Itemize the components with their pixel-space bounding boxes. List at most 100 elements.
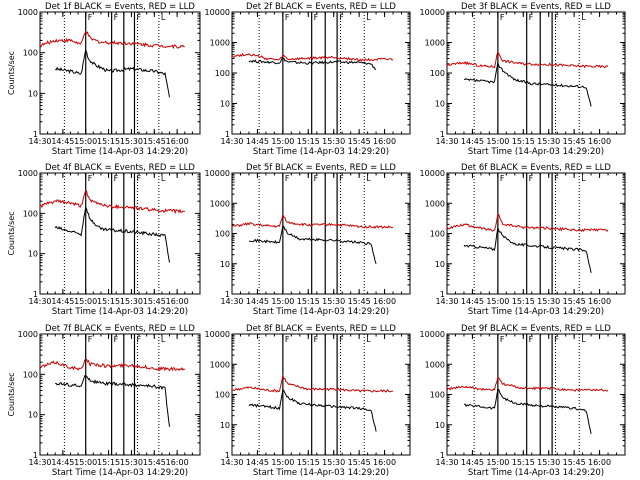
x-tick-label: 14:45 xyxy=(246,297,269,306)
x-tick-label: 15:15 xyxy=(512,297,535,306)
y-tick-label: 1 xyxy=(440,451,445,460)
y-tick-label: 10000 xyxy=(420,8,445,17)
top-marker: L xyxy=(366,13,371,22)
x-tick-label: 14:30 xyxy=(435,458,458,467)
top-marker: F xyxy=(529,13,534,22)
x-tick-label: 15:30 xyxy=(537,297,560,306)
plot-frame xyxy=(39,172,201,295)
top-marker: L xyxy=(581,335,586,344)
top-marker: L xyxy=(581,13,586,22)
top-marker: F xyxy=(88,174,93,183)
x-tick-label: 15:15 xyxy=(97,297,120,306)
x-tick-label: 14:30 xyxy=(435,137,458,146)
panel-title: Det 2f BLACK = Events, RED = LLD xyxy=(246,2,396,12)
y-tick-label: 10 xyxy=(435,421,445,430)
y-axis-label: Counts/sec xyxy=(7,51,16,95)
y-tick-label: 10 xyxy=(435,260,445,269)
x-tick-label: 14:30 xyxy=(220,137,243,146)
x-tick-label: 15:15 xyxy=(97,458,120,467)
x-axis-label: Start Time (14-Apr-03 14:29:20) xyxy=(253,307,389,317)
y-tick-label: 100 xyxy=(23,370,38,379)
y-tick-label: 1 xyxy=(33,451,38,460)
top-marker: F xyxy=(554,335,559,344)
y-tick-label: 1000 xyxy=(210,360,230,369)
x-tick-label: 15:00 xyxy=(271,297,294,306)
top-marker: F xyxy=(88,13,93,22)
series-events-line xyxy=(249,224,377,264)
top-marker: F xyxy=(339,13,344,22)
x-tick-label: 16:00 xyxy=(588,458,611,467)
x-tick-label: 15:00 xyxy=(74,458,97,467)
y-tick-label: 10 xyxy=(435,100,445,109)
x-tick-label: 15:00 xyxy=(486,297,509,306)
series-lld-line xyxy=(231,213,394,229)
x-tick-label: 14:30 xyxy=(28,297,51,306)
top-marker: F xyxy=(500,13,505,22)
x-axis-label: Start Time (14-Apr-03 14:29:20) xyxy=(468,147,604,157)
y-tick-label: 100 xyxy=(215,391,230,400)
top-marker: L xyxy=(161,174,166,183)
x-tick-label: 14:45 xyxy=(51,137,74,146)
series-lld-line xyxy=(231,373,394,393)
top-marker: F xyxy=(339,335,344,344)
y-tick-label: 1 xyxy=(440,130,445,139)
y-tick-label: 10000 xyxy=(420,330,445,339)
top-marker: F xyxy=(314,174,319,183)
y-tick-label: 100 xyxy=(430,230,445,239)
y-tick-label: 10 xyxy=(220,260,230,269)
x-tick-label: 15:30 xyxy=(120,297,143,306)
series-events-line xyxy=(463,387,592,435)
panel-title: Det 7f BLACK = Events, RED = LLD xyxy=(45,324,195,334)
x-tick-label: 16:00 xyxy=(588,297,611,306)
series-lld-line xyxy=(446,213,609,233)
panel-8: Det 8f BLACK = Events, RED = LLD 1 10 100 10… xyxy=(205,324,411,478)
y-tick-label: 10 xyxy=(28,250,38,259)
top-marker: L xyxy=(161,335,166,344)
x-tick-label: 15:15 xyxy=(512,137,535,146)
top-marker: F xyxy=(285,174,290,183)
panel-5: Det 5f BLACK = Events, RED = LLD 1 10 100 10… xyxy=(205,163,411,317)
series-lld-line xyxy=(231,52,394,62)
series-lld-line xyxy=(446,376,609,392)
x-tick-label: 15:15 xyxy=(297,297,320,306)
y-tick-label: 1000 xyxy=(425,199,445,208)
x-tick-label: 15:45 xyxy=(143,137,166,146)
x-axis-label: Start Time (14-Apr-03 14:29:20) xyxy=(253,468,389,478)
top-marker: F xyxy=(114,13,119,22)
x-tick-label: 14:45 xyxy=(461,297,484,306)
x-tick-label: 15:45 xyxy=(348,458,371,467)
x-axis-label: Start Time (14-Apr-03 14:29:20) xyxy=(52,468,188,478)
x-tick-label: 16:00 xyxy=(166,297,189,306)
series-events-line xyxy=(54,205,170,263)
x-tick-label: 15:15 xyxy=(512,458,535,467)
top-marker: F xyxy=(136,174,141,183)
panel-title: Det 5f BLACK = Events, RED = LLD xyxy=(246,163,396,173)
top-marker: F xyxy=(314,335,319,344)
x-tick-label: 14:30 xyxy=(435,297,458,306)
y-tick-label: 1 xyxy=(225,290,230,299)
x-tick-label: 16:00 xyxy=(588,137,611,146)
y-tick-label: 10000 xyxy=(205,330,230,339)
top-marker: F xyxy=(114,335,119,344)
top-marker: F xyxy=(285,335,290,344)
panel-title: Det 4f BLACK = Events, RED = LLD xyxy=(45,163,195,173)
x-tick-label: 14:30 xyxy=(220,458,243,467)
top-marker: F xyxy=(500,174,505,183)
y-axis-label: Counts/sec xyxy=(7,211,16,255)
panel-4: Det 4f BLACK = Events, RED = LLD 1 10 100 10… xyxy=(7,163,201,317)
series-events-line xyxy=(248,388,377,432)
y-tick-label: 10000 xyxy=(205,8,230,17)
x-axis-label: Start Time (14-Apr-03 14:29:20) xyxy=(468,468,604,478)
series-lld-line xyxy=(39,358,186,372)
y-tick-label: 10000 xyxy=(205,169,230,178)
y-tick-label: 100 xyxy=(23,49,38,58)
panel-title: Det 6f BLACK = Events, RED = LLD xyxy=(461,163,611,173)
plot-frame xyxy=(39,11,201,135)
y-tick-label: 10 xyxy=(220,100,230,109)
y-tick-label: 10000 xyxy=(420,169,445,178)
x-tick-label: 15:00 xyxy=(486,458,509,467)
top-marker: F xyxy=(554,174,559,183)
top-marker: L xyxy=(366,174,371,183)
x-tick-label: 15:00 xyxy=(271,137,294,146)
